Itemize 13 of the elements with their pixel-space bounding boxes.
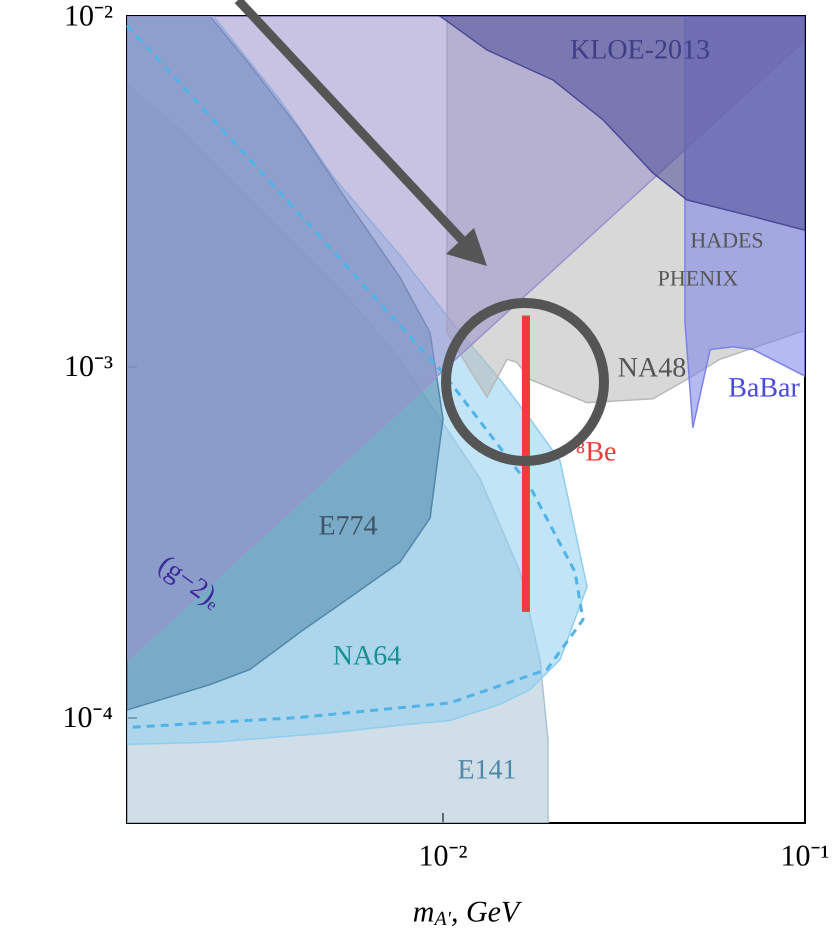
y-tick-label: 10⁻³	[64, 350, 113, 384]
annotation: E141	[457, 754, 517, 786]
annotation: BaBar	[728, 372, 800, 404]
annotation: NA48	[618, 352, 686, 384]
annotation: ⁸Be	[576, 436, 616, 468]
annotation: PHENIX	[658, 266, 738, 290]
y-tick-label: 10⁻²	[64, 0, 113, 32]
y-tick-label: 10⁻⁴	[62, 700, 113, 734]
annotation: E774	[318, 510, 378, 542]
annotation: NA64	[332, 640, 402, 672]
annotation: KLOE-2013	[570, 34, 710, 66]
x-tick-label: 10⁻¹	[780, 840, 830, 872]
annotation: HADES	[690, 228, 764, 252]
